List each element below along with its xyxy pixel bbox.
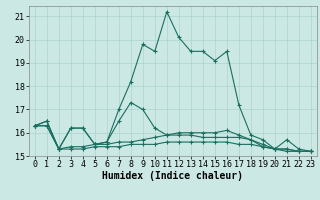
X-axis label: Humidex (Indice chaleur): Humidex (Indice chaleur) (102, 171, 243, 181)
